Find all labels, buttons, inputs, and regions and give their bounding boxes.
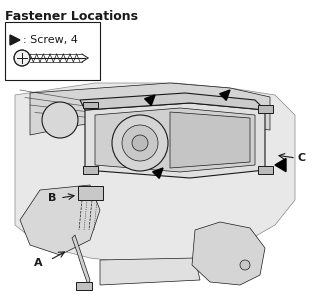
Text: : Screw, 4: : Screw, 4 bbox=[23, 35, 78, 45]
Bar bbox=[5, 22, 100, 80]
Circle shape bbox=[122, 125, 158, 161]
Polygon shape bbox=[85, 103, 265, 178]
Polygon shape bbox=[145, 95, 155, 105]
FancyBboxPatch shape bbox=[258, 105, 273, 113]
Polygon shape bbox=[220, 90, 230, 100]
FancyBboxPatch shape bbox=[83, 166, 98, 174]
Polygon shape bbox=[153, 168, 163, 178]
Polygon shape bbox=[15, 83, 295, 265]
Polygon shape bbox=[30, 83, 270, 135]
Polygon shape bbox=[10, 35, 20, 45]
Polygon shape bbox=[95, 108, 255, 172]
Circle shape bbox=[240, 260, 250, 270]
Bar bbox=[78, 186, 103, 200]
Text: A: A bbox=[34, 258, 42, 268]
Polygon shape bbox=[20, 185, 100, 255]
Circle shape bbox=[42, 102, 78, 138]
FancyBboxPatch shape bbox=[83, 102, 98, 108]
Text: Fastener Locations: Fastener Locations bbox=[5, 10, 138, 23]
Polygon shape bbox=[275, 158, 286, 172]
Polygon shape bbox=[72, 235, 90, 285]
Circle shape bbox=[132, 135, 148, 151]
Polygon shape bbox=[100, 258, 200, 285]
FancyBboxPatch shape bbox=[258, 166, 273, 174]
Text: C: C bbox=[298, 153, 306, 163]
Text: B: B bbox=[48, 193, 56, 203]
Polygon shape bbox=[170, 112, 250, 168]
Circle shape bbox=[14, 50, 30, 66]
Polygon shape bbox=[192, 222, 265, 285]
Bar bbox=[76, 282, 92, 290]
Polygon shape bbox=[80, 93, 265, 110]
Circle shape bbox=[112, 115, 168, 171]
